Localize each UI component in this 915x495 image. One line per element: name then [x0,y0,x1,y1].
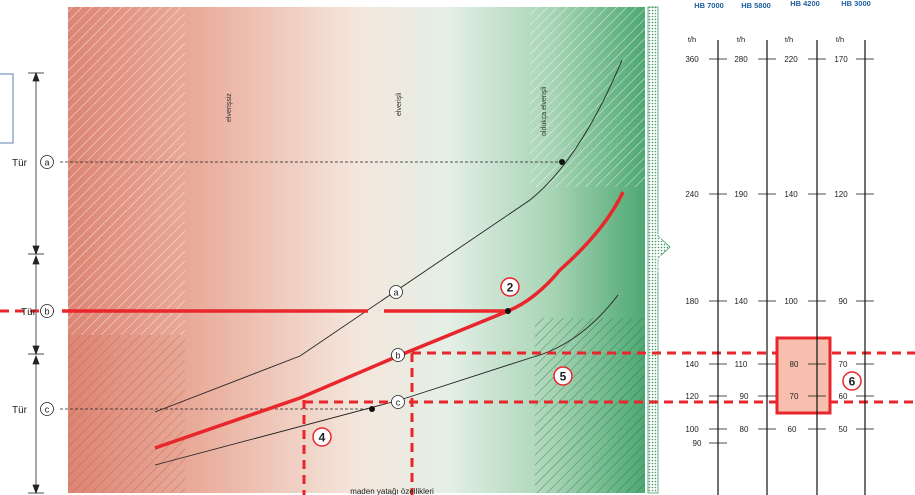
tick-label: 120 [685,392,699,401]
svg-text:a: a [393,288,398,298]
svg-text:c: c [396,398,401,408]
deposit-label: maden yatağı özellikleri [350,487,434,495]
model-label-hb4200: HB 4200 [790,0,820,8]
tick-label: 90 [839,297,848,306]
tick-label: 90 [740,392,749,401]
production-rate-bar [647,6,671,494]
svg-text:2: 2 [507,281,514,295]
tick-label: 240 [685,190,699,199]
curve-label-b: b [391,348,405,362]
unit-label: t/h [785,35,793,44]
model-label-hb7000: HB 7000 [694,1,724,10]
tick-label: 90 [693,439,702,448]
callout-6: 6 [842,371,862,391]
tick-label: 220 [784,55,798,64]
marker-dot-a [559,159,565,165]
unit-label: t/h [688,35,696,44]
tick-label: 360 [685,55,699,64]
highlight-box [775,336,832,415]
dimension-arrows [28,71,44,495]
svg-text:4: 4 [319,431,326,445]
curve-label-c: c [391,395,405,409]
marker-dot-b [505,308,511,314]
type-letter: a [44,158,49,168]
svg-text:b: b [395,351,400,361]
tick-label: 280 [734,55,748,64]
tick-label: 50 [839,425,848,434]
tick-label: 70 [839,360,848,369]
type-letter: b [44,307,49,317]
svg-text:6: 6 [849,375,856,389]
scales: HB 7000 HB 5800 HB 4200 HB 3000 t/h t/h … [685,0,874,495]
zone-label-very-suitable: oldukça elverişli [541,86,548,136]
tick-label: 170 [834,55,848,64]
tick-label: 140 [784,190,798,199]
zone-label-suitable: elverişli [396,92,403,116]
tick-label: 120 [834,190,848,199]
type-row-c: Tür c [12,402,54,416]
tick-label: 180 [685,297,699,306]
callout-5: 5 [553,366,573,386]
type-prefix: Tür [21,307,37,318]
type-letter: c [45,405,50,415]
svg-text:5: 5 [560,370,567,384]
curve-a [154,59,623,413]
tick-label: 80 [790,360,799,369]
tick-label: 70 [790,392,799,401]
hatch-bottom-right [535,318,645,493]
model-label-hb3000: HB 3000 [841,0,871,8]
zone-label-unsuitable: elverişsiz [226,93,233,122]
scale-hb3000-ticks: 170 120 90 70 60 50 [834,55,874,434]
hatch-top-right [530,7,645,187]
tick-label: 110 [735,360,748,369]
tick-label: 60 [839,392,848,401]
type-prefix: Tür [12,405,28,416]
hatch-bottom-left [68,335,185,493]
marker-dot-c [369,406,375,412]
curve-label-a: a [389,285,403,299]
tick-label: 190 [734,190,748,199]
unit-label: t/h [836,35,844,44]
tick-label: 140 [685,360,699,369]
callout-2: 2 [500,277,520,297]
type-row-b: Tür b [21,304,54,318]
callout-4: 4 [312,427,332,447]
production-rate-label: Üretim hızı [654,233,663,272]
left-info-box [0,73,14,144]
type-row-a: Tür a [12,155,54,169]
tick-label: 80 [740,425,749,434]
tick-label: 60 [788,425,797,434]
scale-hb7000-ticks: 360 240 180 140 120 100 90 [685,55,727,448]
tick-label: 100 [784,297,798,306]
scale-hb5800-ticks: 280 190 140 110 90 80 [734,55,776,434]
tick-label: 100 [685,425,699,434]
scale-hb4200-ticks: 220 140 100 80 70 60 [784,55,826,434]
hatch-top-left [68,7,185,335]
type-prefix: Tür [12,158,28,169]
tick-label: 140 [734,297,748,306]
unit-label: t/h [737,35,745,44]
highlight-lines [0,191,915,495]
curve-c [154,294,619,466]
model-label-hb5800: HB 5800 [741,1,771,10]
